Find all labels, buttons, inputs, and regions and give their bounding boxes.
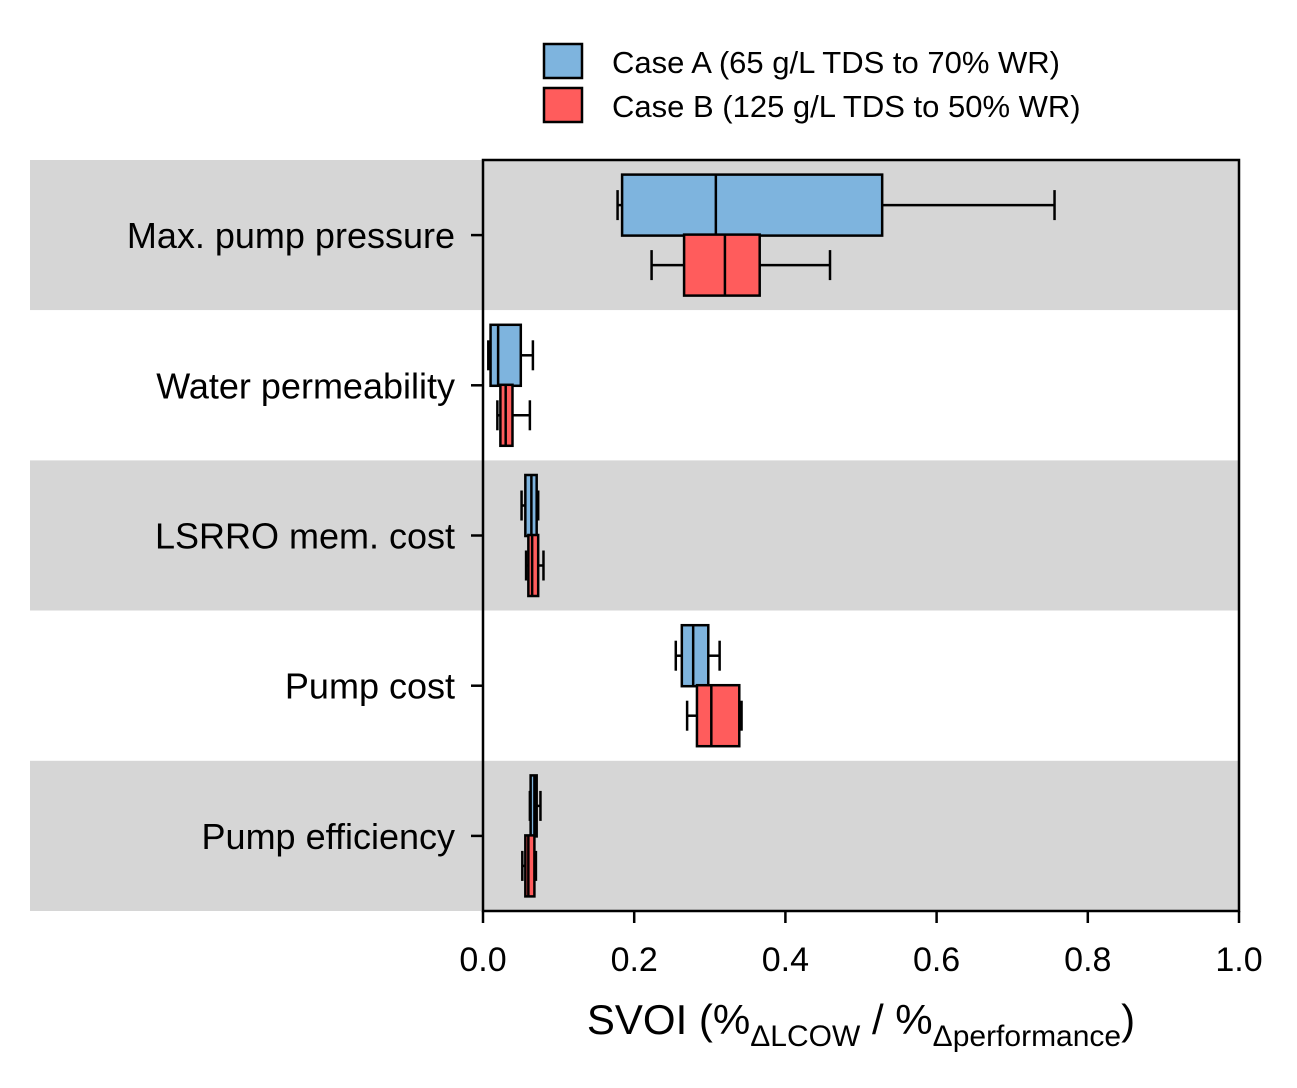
row-shading-bands <box>30 160 1239 911</box>
x-axis-label: SVOI (%ΔLCOW / %Δperformance) <box>587 996 1135 1053</box>
row-band <box>30 310 1239 461</box>
box-case-b <box>521 834 538 898</box>
box-case-a <box>528 774 542 838</box>
category-axis: Max. pump pressure Water permeability LSRR… <box>127 215 483 857</box>
category-label: Pump cost <box>285 666 455 707</box>
box-iqr <box>524 834 536 898</box>
row-band <box>30 460 1239 611</box>
category-label: Max. pump pressure <box>127 215 455 256</box>
box-case-b <box>685 683 743 748</box>
x-tick-label: 0.6 <box>913 941 960 979</box>
box-iqr <box>695 683 741 748</box>
box-case-b <box>524 533 545 598</box>
row-band <box>30 610 1239 761</box>
legend: Case A (65 g/L TDS to 70% WR) Case B (125… <box>542 42 1081 124</box>
category-label: LSRRO mem. cost <box>155 516 455 557</box>
x-tick-label: 0.0 <box>459 941 506 979</box>
category-label: Pump efficiency <box>202 816 455 857</box>
box-iqr <box>620 173 884 237</box>
x-tick-label: 0.4 <box>762 941 809 979</box>
x-tick-label: 0.8 <box>1064 941 1111 979</box>
box-iqr <box>682 233 761 297</box>
x-tick-label: 1.0 <box>1215 941 1262 979</box>
box-iqr <box>489 323 523 388</box>
legend-label: Case B (125 g/L TDS to 50% WR) <box>612 89 1081 124</box>
x-tick-label: 0.2 <box>611 941 658 979</box>
box-case-b <box>496 383 532 448</box>
legend-swatch <box>542 86 584 124</box>
x-axis: 0.0 0.2 0.4 0.6 0.8 1.0 <box>459 911 1263 979</box>
row-band <box>30 760 1239 911</box>
box-case-b <box>650 233 832 297</box>
box-case-a <box>674 623 721 688</box>
legend-swatch <box>542 42 584 80</box>
box-iqr <box>680 623 710 688</box>
category-label: Water permeability <box>156 365 455 406</box>
box-series <box>487 173 1056 898</box>
legend-label: Case A (65 g/L TDS to 70% WR) <box>612 45 1060 80</box>
